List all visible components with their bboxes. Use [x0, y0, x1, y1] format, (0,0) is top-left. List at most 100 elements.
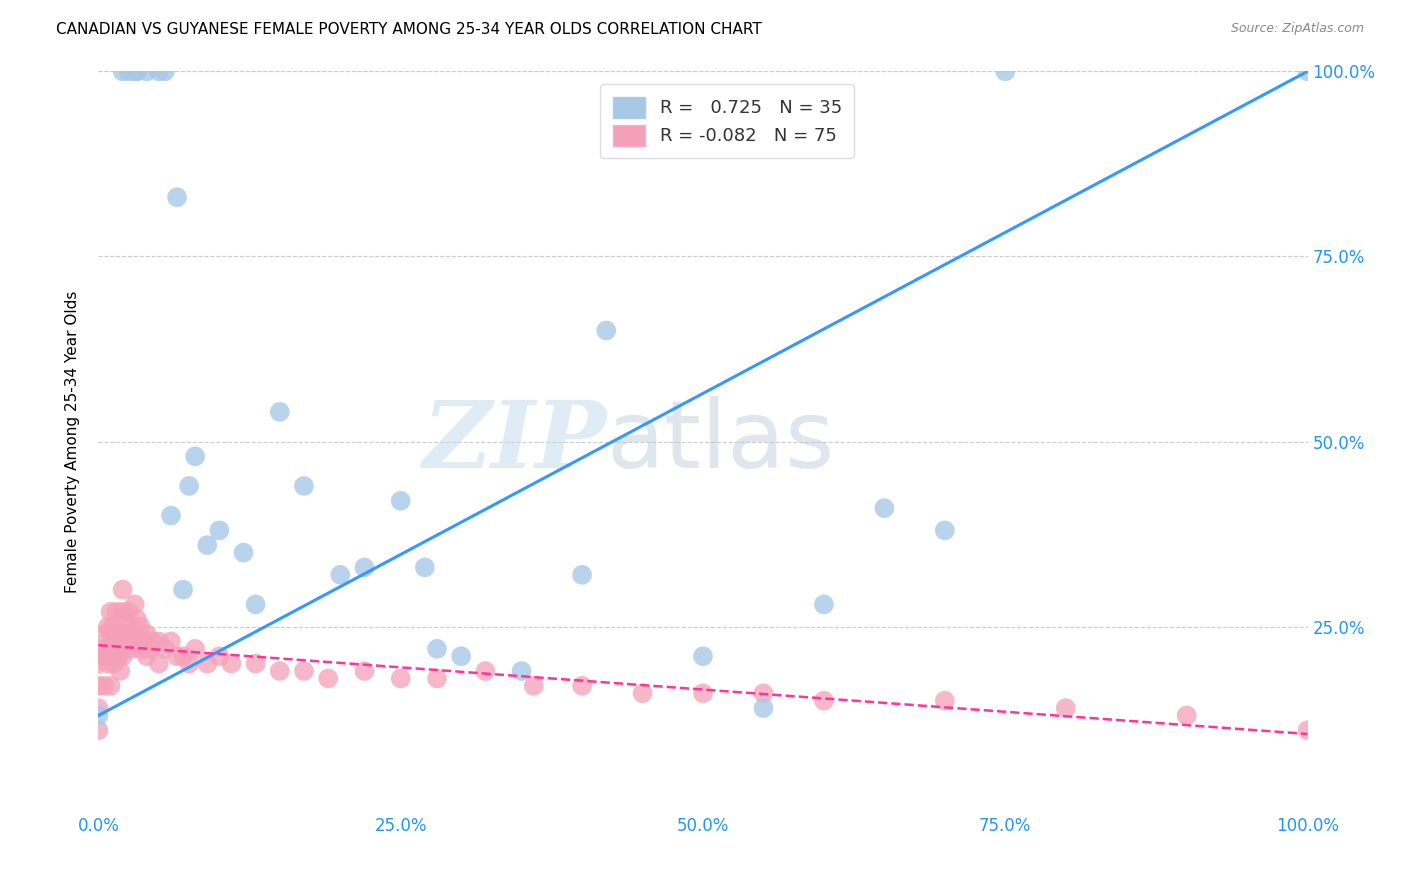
Text: CANADIAN VS GUYANESE FEMALE POVERTY AMONG 25-34 YEAR OLDS CORRELATION CHART: CANADIAN VS GUYANESE FEMALE POVERTY AMON… [56, 22, 762, 37]
Point [184, 450, 207, 464]
Point [87, 641, 110, 656]
Point [1296, 64, 1319, 78]
Point [166, 649, 188, 664]
Point [135, 649, 157, 664]
Point [1175, 708, 1198, 723]
Point [104, 634, 127, 648]
Point [571, 567, 593, 582]
Point [118, 64, 141, 78]
Point [87, 679, 110, 693]
Point [97, 619, 120, 633]
Point [426, 641, 449, 656]
Point [100, 679, 122, 693]
Point [100, 627, 122, 641]
Point [111, 627, 134, 641]
Point [107, 634, 129, 648]
Point [93, 627, 115, 641]
Point [160, 508, 183, 523]
Point [934, 694, 956, 708]
Y-axis label: Female Poverty Among 25-34 Year Olds: Female Poverty Among 25-34 Year Olds [65, 291, 80, 592]
Point [124, 598, 146, 612]
Point [108, 664, 131, 678]
Point [184, 641, 207, 656]
Point [208, 649, 231, 664]
Point [97, 657, 120, 671]
Point [389, 493, 412, 508]
Point [108, 649, 131, 664]
Point [692, 686, 714, 700]
Point [292, 664, 315, 678]
Point [269, 405, 291, 419]
Point [172, 582, 194, 597]
Point [595, 324, 617, 338]
Point [221, 657, 243, 671]
Point [111, 649, 134, 664]
Point [111, 582, 134, 597]
Point [269, 664, 291, 678]
Point [100, 605, 122, 619]
Legend: R =   0.725   N = 35, R = -0.082   N = 75: R = 0.725 N = 35, R = -0.082 N = 75 [600, 84, 855, 158]
Point [1296, 723, 1319, 738]
Point [692, 649, 714, 664]
Point [142, 634, 165, 648]
Text: Source: ZipAtlas.com: Source: ZipAtlas.com [1230, 22, 1364, 36]
Point [292, 479, 315, 493]
Point [127, 64, 149, 78]
Point [195, 657, 218, 671]
Point [129, 641, 152, 656]
Point [124, 627, 146, 641]
Point [118, 627, 141, 641]
Point [111, 605, 134, 619]
Point [148, 64, 170, 78]
Point [111, 64, 134, 78]
Point [172, 649, 194, 664]
Point [87, 701, 110, 715]
Point [571, 679, 593, 693]
Point [148, 634, 170, 648]
Point [474, 664, 496, 678]
Point [127, 634, 149, 648]
Point [813, 694, 835, 708]
Point [752, 701, 775, 715]
Point [124, 64, 146, 78]
Point [100, 649, 122, 664]
Point [121, 641, 143, 656]
Point [752, 686, 775, 700]
Point [103, 657, 125, 671]
Point [873, 501, 896, 516]
Point [316, 672, 339, 686]
Point [96, 641, 118, 656]
Point [114, 612, 136, 626]
Point [132, 634, 155, 648]
Point [87, 657, 110, 671]
Point [101, 641, 124, 656]
Point [105, 649, 128, 664]
Point [120, 619, 142, 633]
Point [93, 679, 115, 693]
Point [813, 598, 835, 612]
Point [105, 605, 128, 619]
Point [523, 679, 546, 693]
Point [232, 546, 254, 560]
Text: ZIP: ZIP [422, 397, 606, 486]
Point [138, 641, 160, 656]
Point [353, 560, 375, 574]
Point [510, 664, 533, 678]
Point [135, 64, 157, 78]
Point [353, 664, 375, 678]
Point [450, 649, 472, 664]
Point [127, 612, 149, 626]
Point [87, 708, 110, 723]
Point [87, 723, 110, 738]
Point [160, 634, 183, 648]
Point [115, 634, 138, 648]
Point [389, 672, 412, 686]
Point [329, 567, 352, 582]
Point [631, 686, 654, 700]
Point [105, 627, 128, 641]
Point [153, 64, 176, 78]
Point [129, 619, 152, 633]
Point [153, 641, 176, 656]
Point [208, 524, 231, 538]
Text: atlas: atlas [606, 395, 835, 488]
